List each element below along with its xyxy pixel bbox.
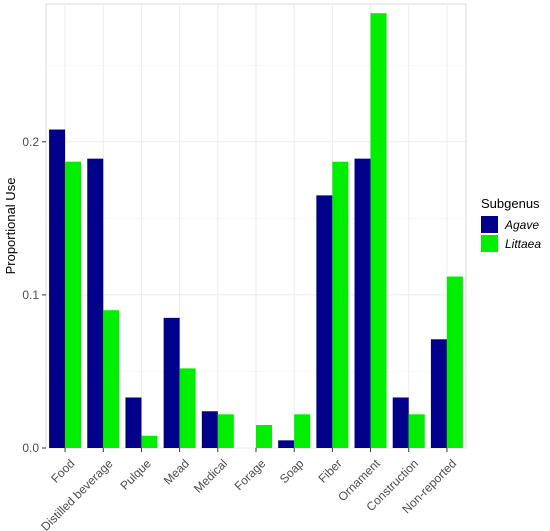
y-tick-label: 0.1 xyxy=(22,288,39,302)
legend-swatch-agave xyxy=(481,216,498,233)
bar-littaea-forage xyxy=(256,425,272,448)
bar-littaea-mead xyxy=(179,368,196,448)
y-tick-label: 0.0 xyxy=(22,441,39,455)
bar-agave-food xyxy=(49,129,66,448)
bar-agave-medical xyxy=(201,411,218,448)
legend: Subgenus Agave Littaea xyxy=(481,196,541,252)
bar-littaea-non-reported xyxy=(446,276,463,448)
bar-littaea-distilled-beverage xyxy=(103,310,120,448)
bar-agave-fiber xyxy=(316,195,333,448)
bar-agave-pulque xyxy=(125,397,142,448)
bar-littaea-pulque xyxy=(141,435,158,448)
bar-agave-construction xyxy=(392,397,409,448)
legend-items: Agave Littaea xyxy=(481,216,541,252)
bar-littaea-medical xyxy=(217,414,234,448)
y-tick-label: 0.2 xyxy=(22,135,39,149)
legend-label-littaea: Littaea xyxy=(505,237,541,251)
legend-label-agave: Agave xyxy=(504,218,539,232)
bar-littaea-food xyxy=(65,161,82,449)
bar-littaea-fiber xyxy=(332,161,349,449)
bar-agave-mead xyxy=(163,317,180,448)
bar-agave-ornament xyxy=(354,158,371,449)
y-axis-title: Proportional Use xyxy=(3,178,18,275)
bar-agave-non-reported xyxy=(430,339,447,448)
legend-title: Subgenus xyxy=(481,196,540,211)
bar-littaea-soap xyxy=(294,414,311,448)
bar-agave-distilled-beverage xyxy=(87,158,104,449)
y-axis-ticks: 0.0 0.1 0.2 xyxy=(22,135,46,455)
bar-littaea-ornament xyxy=(370,13,387,448)
bar-littaea-construction xyxy=(408,414,425,448)
bar-agave-soap xyxy=(278,440,295,448)
legend-swatch-littaea xyxy=(481,235,498,252)
bars xyxy=(49,13,463,449)
